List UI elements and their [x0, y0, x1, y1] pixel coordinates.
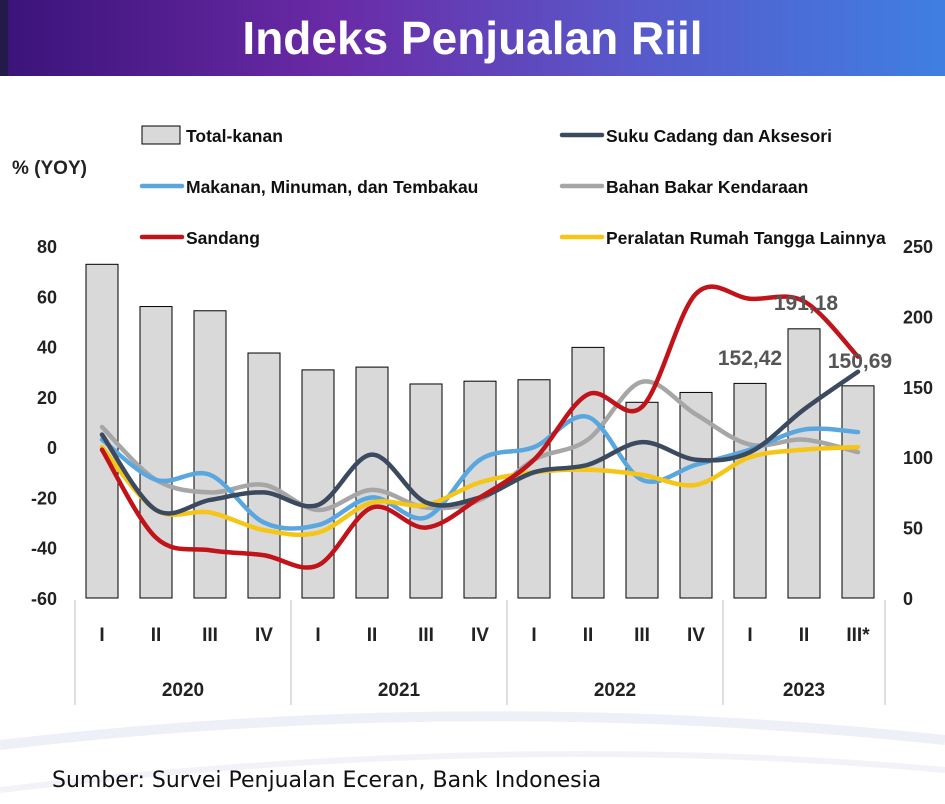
- bar-11: [625, 401, 659, 599]
- bar-2: [139, 306, 173, 599]
- x-tick-label: II: [799, 625, 810, 646]
- y-tick-label: 0: [47, 438, 57, 458]
- y-tick-label: 40: [37, 338, 57, 358]
- legend-item-suku-cadang-dan-aksesori: Suku Cadang dan Aksesori: [559, 126, 832, 146]
- y-tick-label: 20: [37, 388, 57, 408]
- y2-tick-label: 100: [903, 448, 933, 468]
- legend-item-peralatan-rumah-tangga-lainnya: Peralatan Rumah Tangga Lainnya: [559, 228, 886, 248]
- x-tick-label: III*: [846, 625, 870, 646]
- y2-tick-label: 250: [903, 237, 933, 257]
- bar-7: [409, 383, 443, 599]
- bar-value-label: 191,18: [774, 292, 839, 315]
- x-tick-label: I: [531, 625, 536, 646]
- legend-label: Bahan Bakar Kendaraan: [606, 177, 808, 197]
- legend-item-total-kanan: Total-kanan: [141, 125, 283, 146]
- y2-tick-label: 200: [903, 307, 933, 327]
- bar-6: [355, 366, 389, 599]
- bar-1: [85, 263, 119, 599]
- title-banner: [0, 0, 945, 76]
- page-title: Indeks Penjualan Riil: [242, 12, 703, 64]
- bar-15: [841, 385, 875, 599]
- bar-9: [517, 379, 551, 599]
- bar-value-label: 150,69: [828, 350, 892, 373]
- x-tick-label: III: [202, 625, 218, 646]
- line-sandang: [99, 284, 861, 570]
- y-tick-label: 80: [37, 237, 57, 257]
- legend-label: Peralatan Rumah Tangga Lainnya: [606, 228, 886, 248]
- y-tick-label: -20: [31, 488, 57, 508]
- x-tick-label: IV: [255, 625, 273, 646]
- y-tick-label: 60: [37, 287, 57, 307]
- bar-3: [193, 310, 227, 599]
- y2-tick-label: 150: [903, 378, 933, 398]
- source-note: Sumber: Survei Penjualan Eceran, Bank In…: [52, 768, 602, 793]
- x-tick-label: III: [418, 625, 434, 646]
- legend-item-sandang: Sandang: [139, 228, 260, 248]
- year-label-2021: 2021: [378, 680, 421, 701]
- legend-item-makanan-minuman-dan-tembakau: Makanan, Minuman, dan Tembakau: [139, 177, 478, 197]
- chart-legend: Total-kanan Suku Cadang dan Aksesori Makan…: [139, 125, 886, 248]
- legend-label: Makanan, Minuman, dan Tembakau: [186, 177, 478, 197]
- legend-label: Total-kanan: [186, 126, 283, 146]
- x-tick-label: I: [747, 625, 752, 646]
- y-tick-label: -40: [31, 539, 57, 559]
- bar-value-label: 152,42: [718, 347, 782, 370]
- bar-14: [787, 328, 821, 599]
- x-tick-label: I: [315, 625, 320, 646]
- line-peralatan-rumah-tangga-lainnya: [99, 444, 861, 537]
- x-tick-label: IV: [471, 625, 489, 646]
- legend-item-bahan-bakar-kendaraan: Bahan Bakar Kendaraan: [559, 177, 808, 197]
- chart: Total-kanan Suku Cadang dan Aksesori Makan…: [12, 125, 933, 705]
- legend-label: Sandang: [186, 228, 260, 248]
- bar-10: [571, 346, 605, 599]
- x-tick-label: III: [634, 625, 650, 646]
- bar-4: [247, 352, 281, 599]
- x-tick-label: I: [99, 625, 104, 646]
- year-label-2022: 2022: [594, 680, 636, 701]
- y2-tick-label: 50: [903, 519, 923, 539]
- line-series-group: [99, 284, 861, 570]
- y2-tick-label: 0: [903, 589, 913, 609]
- bar-13: [733, 382, 767, 599]
- x-tick-label: II: [583, 625, 594, 646]
- chart-annotations: 152,42 191,18 150,69: [718, 292, 892, 373]
- y-axis-label: % (YOY): [12, 158, 87, 179]
- title-banner-edge: [0, 0, 8, 76]
- y-tick-label: -60: [31, 589, 57, 609]
- x-tick-label: II: [151, 625, 162, 646]
- line-suku-cadang-dan-aksesori: [99, 369, 861, 516]
- legend-label: Suku Cadang dan Aksesori: [606, 126, 832, 146]
- legend-swatch: [141, 125, 181, 145]
- year-label-2023: 2023: [783, 680, 825, 701]
- x-tick-label: II: [367, 625, 378, 646]
- year-label-2020: 2020: [162, 680, 204, 701]
- bar-12: [679, 391, 713, 599]
- x-tick-label: IV: [687, 625, 705, 646]
